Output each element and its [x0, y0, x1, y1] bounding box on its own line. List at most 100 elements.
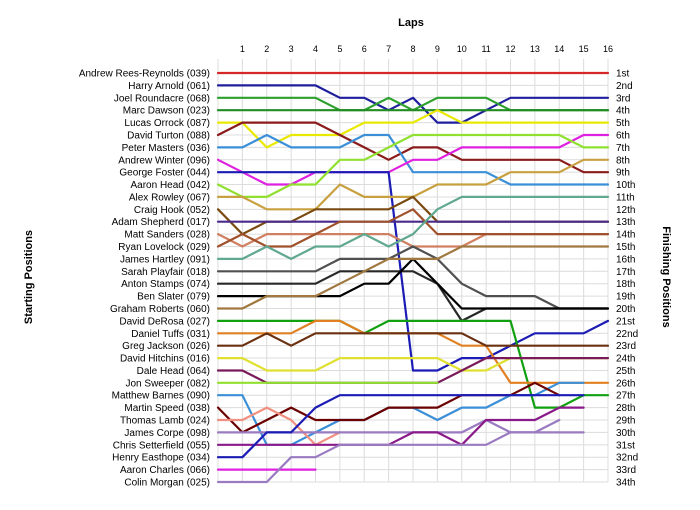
lap-tick-label: 2	[264, 44, 269, 54]
chart-title: Laps	[398, 17, 424, 29]
finish-label: 30th	[616, 428, 635, 439]
finish-label: 4th	[616, 106, 630, 117]
finish-label: 15th	[616, 242, 635, 253]
driver-label: George Foster (044)	[119, 168, 210, 179]
driver-label: Graham Roberts (060)	[110, 304, 210, 315]
driver-label: Jon Sweeper (082)	[126, 378, 211, 389]
driver-label: Daniel Tuffs (031)	[131, 329, 210, 340]
finish-label: 12th	[616, 205, 635, 216]
finish-label: 2nd	[616, 81, 633, 92]
lap-tick-label: 7	[386, 44, 391, 54]
driver-label: Greg Jackson (026)	[122, 341, 210, 352]
driver-series-line	[216, 84, 610, 124]
driver-series-line	[216, 133, 610, 198]
finish-label: 3rd	[616, 93, 630, 104]
driver-label: David Hitchins (016)	[120, 354, 210, 365]
driver-label: Colin Morgan (025)	[124, 478, 210, 489]
driver-label: Ryan Lovelock (029)	[118, 242, 210, 253]
finish-label: 24th	[616, 354, 635, 365]
finish-label: 16th	[616, 254, 635, 265]
driver-label: Adam Shepherd (017)	[112, 217, 210, 228]
driver-label: Dale Head (064)	[137, 366, 210, 377]
finish-label: 13th	[616, 217, 635, 228]
driver-label: David Turton (088)	[127, 130, 210, 141]
driver-label: Craig Hook (052)	[134, 205, 210, 216]
finish-label: 23rd	[616, 341, 636, 352]
finish-label: 31st	[616, 440, 635, 451]
driver-series-line	[216, 245, 610, 310]
driver-label: James Hartley (091)	[120, 254, 210, 265]
driver-label: Andrew Rees-Reynolds (039)	[79, 69, 210, 80]
y-axis-label-left: Starting Positions	[23, 230, 35, 324]
lap-labels: 1 2 3 4 5 6 7 8 9 10 11 12 13 14 15 16	[240, 44, 613, 54]
driver-series-line	[216, 208, 610, 248]
finish-label: 6th	[616, 130, 630, 141]
finish-label: 1st	[616, 69, 630, 80]
lap-tick-label: 16	[603, 44, 613, 54]
driver-series-line	[216, 133, 610, 186]
finish-label: 10th	[616, 180, 635, 191]
lap-tick-label: 6	[362, 44, 367, 54]
finish-label: 21st	[616, 316, 635, 327]
driver-label: Harry Arnold (061)	[128, 81, 210, 92]
finish-label: 17th	[616, 267, 635, 278]
driver-series-line	[216, 109, 610, 149]
driver-series-line	[216, 431, 585, 484]
driver-label: Martin Speed (038)	[124, 403, 210, 414]
driver-series-line	[216, 319, 610, 409]
driver-series-line	[216, 381, 585, 446]
finish-label: 19th	[616, 292, 635, 303]
driver-label: Joel Roundacre (068)	[114, 93, 210, 104]
finish-label: 25th	[616, 366, 635, 377]
driver-series-line	[216, 332, 610, 347]
driver-series-line	[216, 133, 610, 186]
lap-tick-label: 5	[337, 44, 342, 54]
finish-label: 8th	[616, 155, 630, 166]
finish-label: 27th	[616, 391, 635, 402]
driver-label: Sarah Playfair (018)	[121, 267, 210, 278]
driver-series-line	[216, 195, 610, 260]
driver-label: Lucas Orrock (087)	[124, 118, 210, 129]
driver-series-line	[216, 394, 585, 459]
finish-label: 22nd	[616, 329, 638, 340]
lap-tick-label: 4	[313, 44, 318, 54]
driver-series-line	[216, 406, 341, 446]
position-labels: 1st2nd3rd4th5th6th7th8th9th10th11th12th1…	[616, 69, 638, 489]
lap-tick-label: 3	[289, 44, 294, 54]
finish-label: 29th	[616, 416, 635, 427]
driver-label: Matt Sanders (028)	[124, 230, 210, 241]
lap-tick-label: 1	[240, 44, 245, 54]
lap-tick-label: 9	[435, 44, 440, 54]
driver-label: Thomas Lamb (024)	[120, 416, 210, 427]
driver-label: Peter Masters (036)	[122, 143, 210, 154]
driver-series-line	[216, 121, 610, 174]
driver-label: Henry Easthope (034)	[112, 453, 210, 464]
driver-label: Alex Rowley (067)	[129, 192, 210, 203]
driver-series-line	[216, 245, 610, 310]
finish-label: 33rd	[616, 465, 636, 476]
driver-label: James Corpe (098)	[124, 428, 210, 439]
finish-label: 28th	[616, 403, 635, 414]
finish-label: 32nd	[616, 453, 638, 464]
driver-label: Matthew Barnes (090)	[112, 391, 210, 402]
finish-label: 5th	[616, 118, 630, 129]
finish-label: 26th	[616, 378, 635, 389]
finish-label: 14th	[616, 230, 635, 241]
driver-series-line	[216, 406, 585, 446]
driver-label: Ben Slater (079)	[137, 292, 210, 303]
driver-label: Aaron Charles (066)	[120, 465, 210, 476]
driver-series-line	[216, 171, 610, 372]
lap-tick-label: 13	[530, 44, 540, 54]
finish-label: 11th	[616, 192, 635, 203]
driver-label: Chris Setterfield (055)	[113, 440, 210, 451]
finish-label: 34th	[616, 478, 635, 489]
driver-label: Aaron Head (042)	[131, 180, 211, 191]
finish-label: 7th	[616, 143, 630, 154]
driver-labels: Andrew Rees-Reynolds (039)Harry Arnold (…	[79, 69, 210, 489]
driver-label: David DeRosa (027)	[119, 316, 210, 327]
lap-tick-label: 8	[410, 44, 415, 54]
lap-tick-label: 10	[457, 44, 467, 54]
driver-label: Marc Dawson (023)	[123, 106, 210, 117]
lap-tick-label: 12	[505, 44, 515, 54]
